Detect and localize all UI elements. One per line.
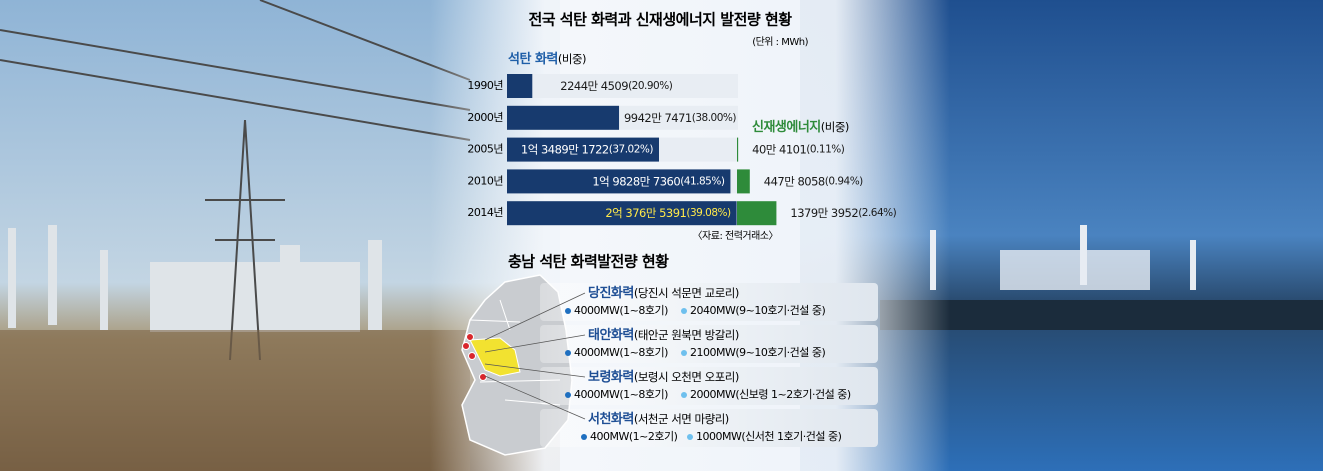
- unit-label: 4000MW(1~8호기): [574, 346, 668, 359]
- share-text: (39.08%): [686, 207, 731, 219]
- plant-location: (서천군 서면 마량리): [634, 412, 729, 426]
- plant-title: 서천화력(서천군 서면 마량리): [588, 411, 729, 427]
- y-tick-label: 2000년: [467, 111, 503, 124]
- leader: [484, 375, 586, 420]
- legend-name: 신재생에너지: [752, 119, 821, 135]
- pylons: [0, 0, 471, 361]
- plant-box: [540, 367, 878, 405]
- leader: [484, 292, 586, 341]
- value-label: 1억 9828만 7360(41.85%): [592, 174, 724, 188]
- unit-dot: [565, 350, 571, 356]
- plant-box: [540, 283, 878, 321]
- value-label: 447만 8058(0.94%): [764, 174, 863, 188]
- unit-dot: [581, 434, 587, 440]
- y-tick-label: 1990년: [467, 79, 503, 92]
- value-text: 1억 3489만 1722: [521, 142, 609, 156]
- y-tick-label: 2014년: [467, 206, 503, 219]
- bar-track: [507, 74, 738, 98]
- share-text: (41.85%): [680, 175, 725, 187]
- plant-box: [540, 409, 878, 447]
- value-label: 9942만 7471(38.00%): [624, 110, 736, 124]
- bar: [507, 74, 533, 98]
- leader: [484, 334, 586, 353]
- leader: [484, 363, 586, 378]
- y-tick-label: 2010년: [467, 174, 503, 187]
- value-label: 40만 4101(0.11%): [752, 142, 845, 156]
- unit-label: 4000MW(1~8호기): [574, 304, 668, 317]
- bar: [737, 137, 739, 162]
- value-text: 2억 376만 5391: [605, 206, 686, 220]
- unit-dot: [681, 308, 687, 314]
- plant-name: 당진화력: [588, 285, 634, 301]
- map-title: 충남 석탄 화력발전량 현황: [508, 253, 669, 271]
- y-tick-label: 2005년: [467, 143, 503, 156]
- value-label: 2억 376만 5391(39.08%): [605, 206, 731, 220]
- bar: [737, 201, 777, 226]
- unit-label: 4000MW(1~8호기): [574, 388, 668, 401]
- value-label: 2244만 4509(20.90%): [560, 79, 672, 93]
- value-text: 1379만 3952: [790, 206, 858, 220]
- unit-dot: [565, 308, 571, 314]
- plant-title: 태안화력(태안군 원북면 방갈리): [588, 327, 739, 343]
- value-text: 2244만 4509: [560, 79, 628, 93]
- unit-dot: [681, 350, 687, 356]
- plant-location: (보령시 오천면 오포리): [634, 370, 739, 384]
- share-text: (0.94%): [825, 175, 863, 187]
- share-text: (0.11%): [806, 144, 844, 156]
- legend-renewable: 신재생에너지(비중): [752, 119, 849, 135]
- unit-label: 2040MW(9~10호기·건설 중): [690, 304, 825, 317]
- plant-title: 보령화력(보령시 오천면 오포리): [588, 369, 739, 385]
- source-note: 〈자료: 전력거래소〉: [693, 230, 778, 242]
- bar: [737, 169, 750, 194]
- plant-name: 태안화력: [588, 327, 634, 343]
- bar: [507, 169, 731, 194]
- legend-note: (비중): [821, 120, 849, 134]
- share-text: (2.64%): [858, 207, 896, 219]
- chart-title: 전국 석탄 화력과 신재생에너지 발전량 현황: [528, 11, 792, 29]
- plant-location: (당진시 석문면 교로리): [634, 286, 739, 300]
- bar: [507, 201, 737, 226]
- unit-label: 1000MW(신서천 1호기·건설 중): [696, 429, 842, 443]
- value-label: 1379만 3952(2.64%): [790, 206, 896, 220]
- value-label: 1억 3489만 1722(37.02%): [521, 142, 653, 156]
- unit-dot: [681, 392, 687, 398]
- share-text: (38.00%): [692, 112, 737, 124]
- value-text: 9942만 7471: [624, 110, 692, 124]
- legend-name: 석탄 화력: [508, 51, 558, 67]
- legend-coal: 석탄 화력(비중): [508, 51, 586, 67]
- unit-dot: [565, 392, 571, 398]
- plant-left: [8, 225, 382, 332]
- share-text: (37.02%): [609, 144, 654, 156]
- plant-location: (태안군 원북면 방갈리): [634, 328, 739, 342]
- value-text: 1억 9828만 7360: [592, 174, 680, 188]
- unit-dot: [687, 434, 693, 440]
- field: [0, 330, 470, 471]
- bar: [507, 105, 620, 130]
- plant-name: 보령화력: [588, 369, 634, 385]
- value-text: 40만 4101: [752, 142, 806, 156]
- value-text: 447만 8058: [764, 174, 825, 188]
- share-text: (20.90%): [628, 80, 673, 92]
- legend-note: (비중): [558, 52, 586, 66]
- plant-name: 서천화력: [588, 411, 634, 427]
- unit-label: 2100MW(9~10호기·건설 중): [690, 346, 825, 359]
- unit-label: 400MW(1~2호기): [590, 430, 678, 443]
- unit-note: (단위 : MWh): [752, 35, 808, 48]
- plant-box: [540, 325, 878, 363]
- shore: [880, 300, 1323, 330]
- plant-title: 당진화력(당진시 석문면 교로리): [588, 285, 739, 301]
- bar: [507, 137, 659, 162]
- unit-label: 2000MW(신보령 1~2호기·건설 중): [690, 388, 851, 401]
